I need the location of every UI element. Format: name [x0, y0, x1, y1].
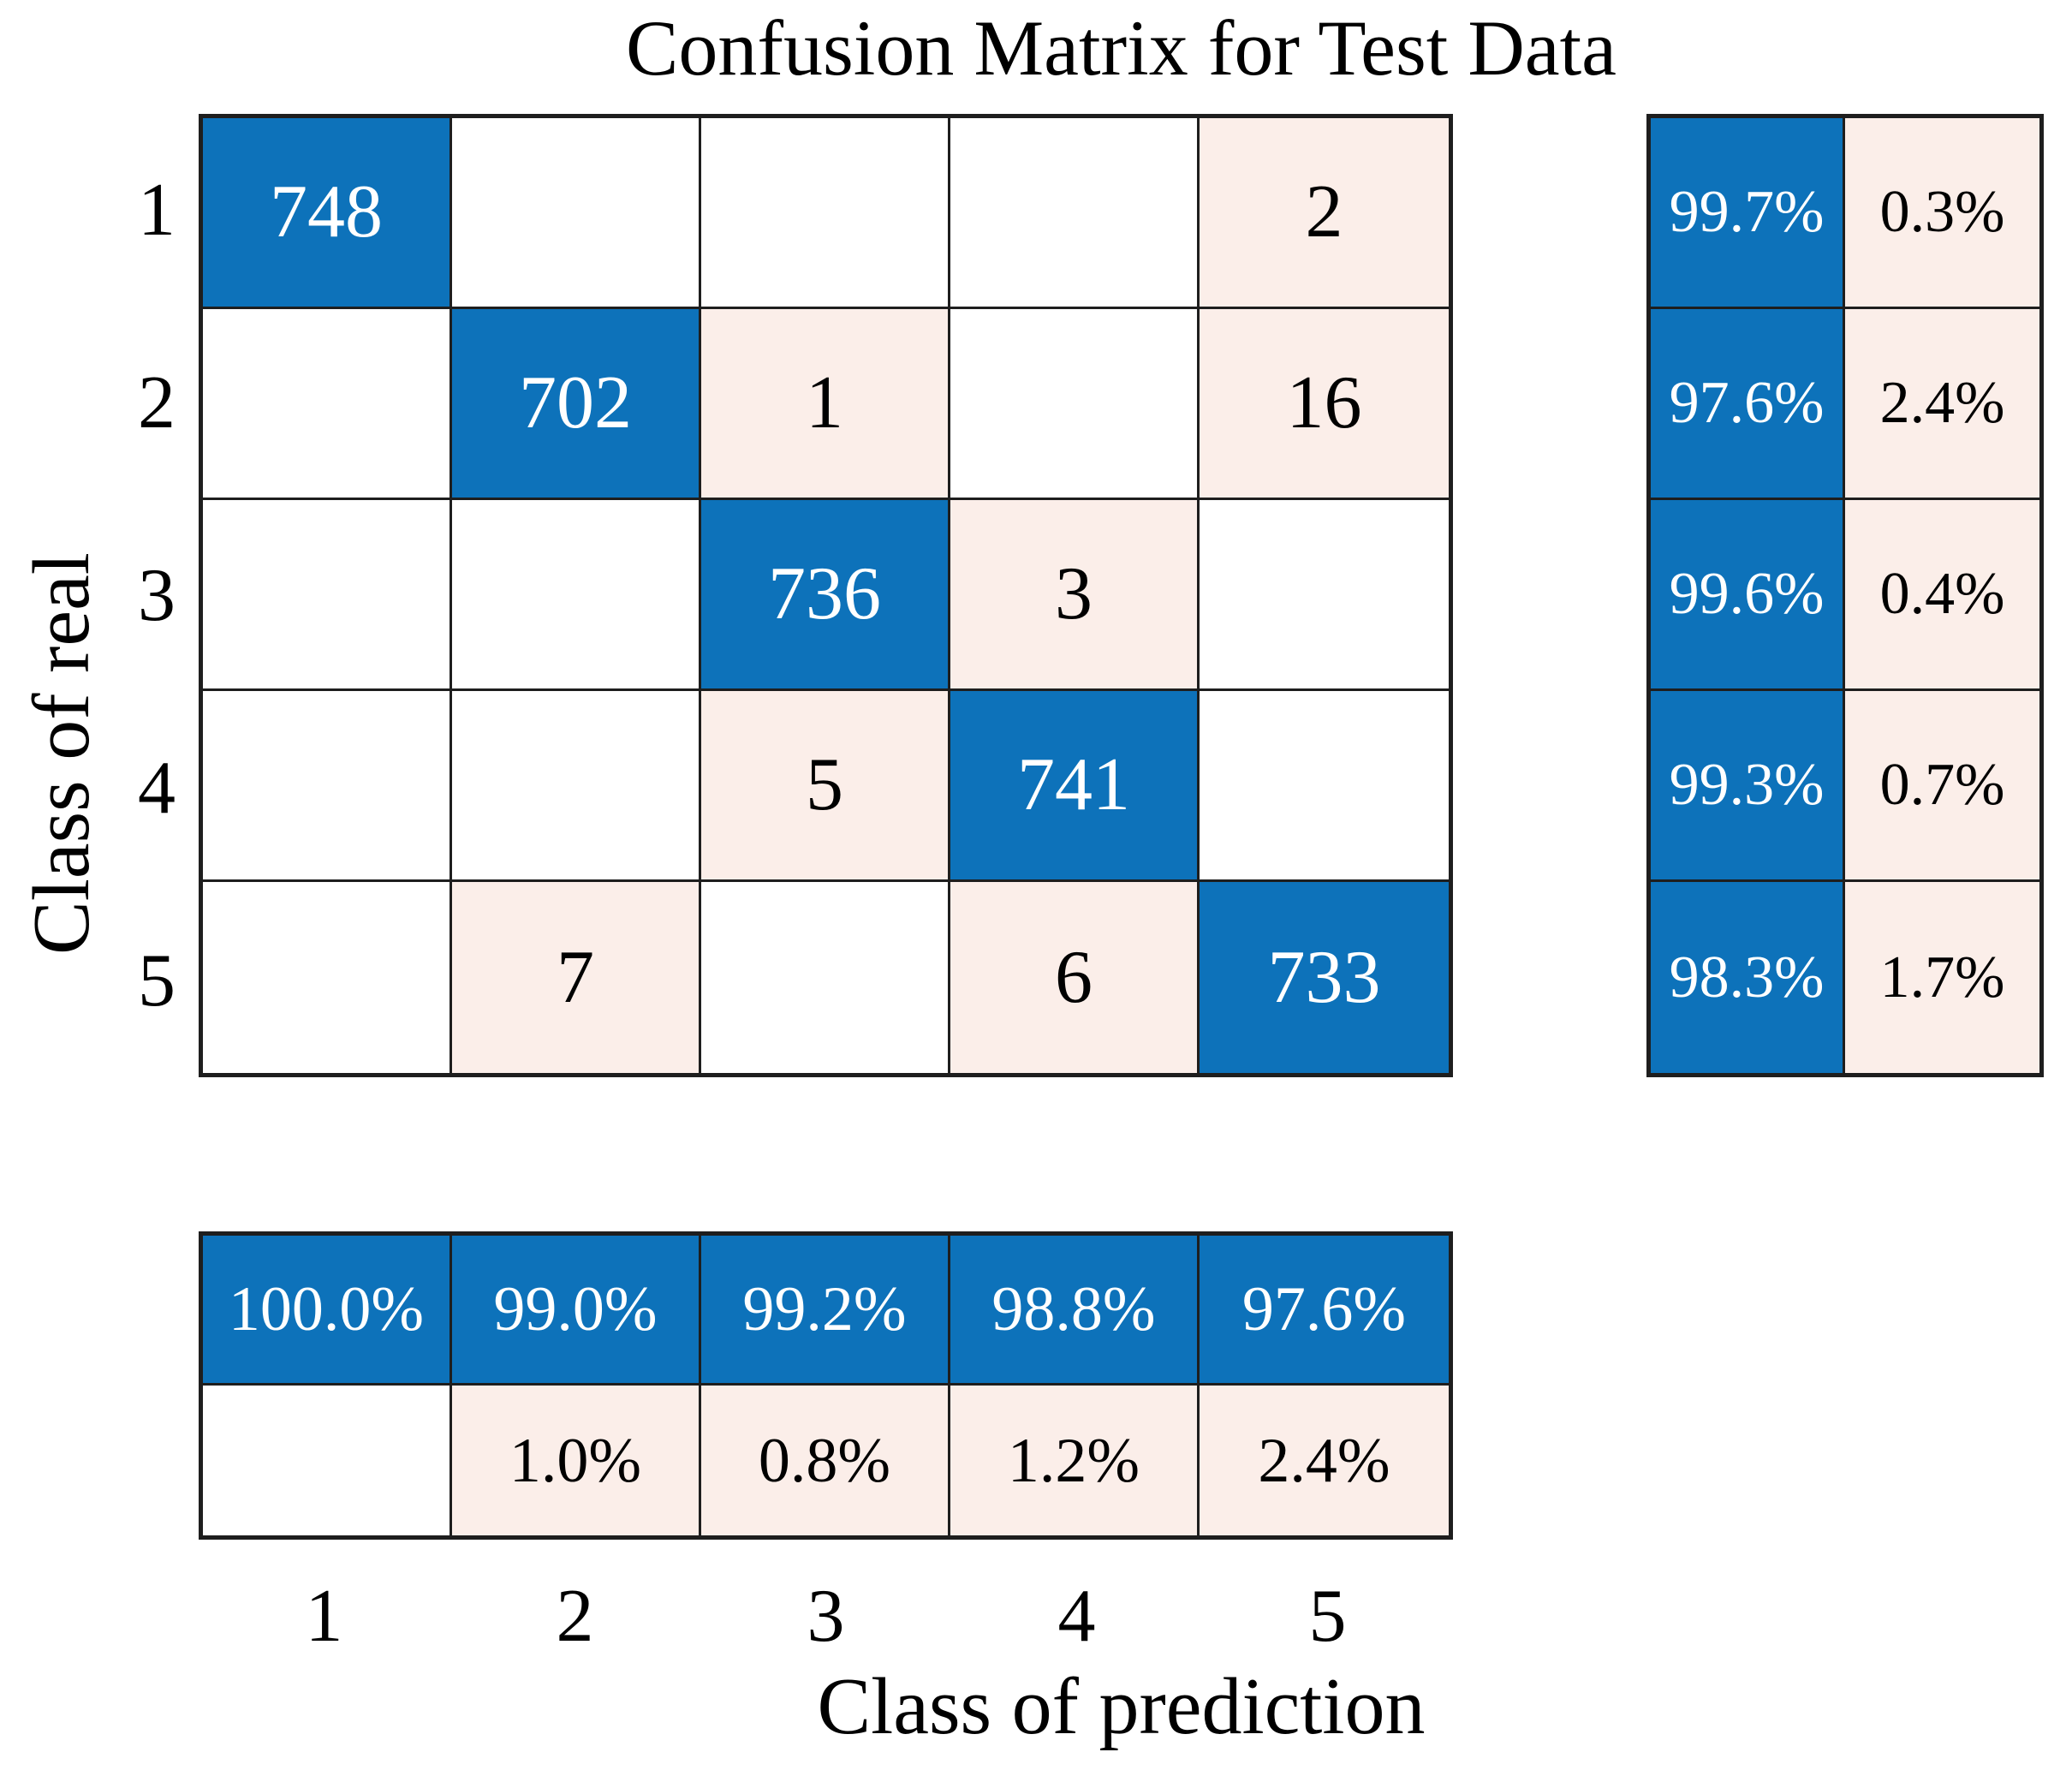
matrix-cell-r2c3-value: 1	[806, 361, 843, 444]
matrix-cell-r5c4-value: 6	[1055, 935, 1093, 1019]
col-summary-c3-correct-value: 99.2%	[742, 1274, 907, 1344]
matrix-cell-r2c5: 16	[1200, 309, 1449, 500]
col-summary-c5-error: 2.4%	[1200, 1386, 1449, 1535]
row-summary-r4-correct-value: 99.3%	[1669, 752, 1825, 818]
row-summary-r3-error: 0.4%	[1845, 500, 2039, 691]
row-summary-r2-correct: 97.6%	[1651, 309, 1845, 500]
col-summary-c3-error: 0.8%	[701, 1386, 950, 1535]
row-summary-r1-correct-value: 99.7%	[1669, 179, 1825, 245]
matrix-cell-r3c4: 3	[950, 500, 1200, 691]
matrix-cell-r1c3	[701, 118, 950, 309]
matrix-cell-r5c5-value: 733	[1267, 935, 1381, 1019]
matrix-cell-r4c3: 5	[701, 691, 950, 882]
y-tick-3: 3	[138, 553, 176, 637]
col-summary-c2-error: 1.0%	[452, 1386, 701, 1535]
x-tick-1: 1	[305, 1575, 343, 1658]
matrix-cell-r5c5: 733	[1200, 882, 1449, 1073]
row-summary-grid: 99.7% 0.3% 97.6% 2.4% 99.6% 0.4% 99.3% 0.7% 98.3…	[1646, 114, 2044, 1077]
col-summary-c4-correct: 98.8%	[950, 1236, 1200, 1386]
matrix-cell-r4c4-value: 741	[1017, 743, 1130, 826]
x-axis-label: Class of prediction	[817, 1662, 1426, 1751]
row-summary-r4-correct: 99.3%	[1651, 691, 1845, 882]
matrix-cell-r4c3-value: 5	[806, 743, 843, 826]
col-summary-c1-error	[203, 1386, 452, 1535]
matrix-cell-r4c5	[1200, 691, 1449, 882]
y-tick-5: 5	[138, 939, 176, 1022]
matrix-cell-r1c5: 2	[1200, 118, 1449, 309]
matrix-cell-r1c4	[950, 118, 1200, 309]
matrix-cell-r1c1: 748	[203, 118, 452, 309]
matrix-cell-r1c1-value: 748	[270, 170, 383, 253]
matrix-cell-r3c4-value: 3	[1055, 552, 1093, 635]
row-summary-r5-error: 1.7%	[1845, 882, 2039, 1073]
row-summary-r2-error-value: 2.4%	[1879, 370, 2005, 436]
col-summary-c3-correct: 99.2%	[701, 1236, 950, 1386]
matrix-cell-r1c5-value: 2	[1305, 170, 1343, 253]
matrix-cell-r3c2	[452, 500, 701, 691]
matrix-cell-r4c2	[452, 691, 701, 882]
row-summary-r3-correct: 99.6%	[1651, 500, 1845, 691]
matrix-cell-r4c1	[203, 691, 452, 882]
col-summary-c1-correct: 100.0%	[203, 1236, 452, 1386]
row-summary-r1-error-value: 0.3%	[1879, 179, 2005, 245]
row-summary-r4-error: 0.7%	[1845, 691, 2039, 882]
col-summary-c5-correct-value: 97.6%	[1241, 1274, 1407, 1344]
y-tick-2: 2	[138, 361, 176, 444]
confusion-matrix-grid: 748 2 702 1 16 736 3 5 741 7 6 733	[199, 114, 1453, 1077]
chart-title: Confusion Matrix for Test Data	[625, 4, 1617, 92]
matrix-cell-r3c3: 736	[701, 500, 950, 691]
col-summary-c1-correct-value: 100.0%	[228, 1274, 425, 1344]
x-tick-3: 3	[807, 1575, 845, 1658]
matrix-cell-r3c3-value: 736	[768, 552, 881, 635]
matrix-cell-r5c2: 7	[452, 882, 701, 1073]
row-summary-r4-error-value: 0.7%	[1879, 752, 2005, 818]
col-summary-c4-error-value: 1.2%	[1007, 1425, 1140, 1496]
row-summary-r2-error: 2.4%	[1845, 309, 2039, 500]
row-summary-r3-correct-value: 99.6%	[1669, 561, 1825, 627]
x-tick-2: 2	[556, 1575, 594, 1658]
matrix-cell-r2c3: 1	[701, 309, 950, 500]
row-summary-r1-correct: 99.7%	[1651, 118, 1845, 309]
x-tick-4: 4	[1057, 1575, 1096, 1658]
matrix-cell-r2c5-value: 16	[1286, 361, 1362, 444]
matrix-cell-r4c4: 741	[950, 691, 1200, 882]
col-summary-c5-correct: 97.6%	[1200, 1236, 1449, 1386]
matrix-cell-r5c1	[203, 882, 452, 1073]
col-summary-c4-correct-value: 98.8%	[991, 1274, 1156, 1344]
matrix-cell-r2c1	[203, 309, 452, 500]
matrix-cell-r5c2-value: 7	[557, 935, 594, 1019]
col-summary-c2-correct-value: 99.0%	[493, 1274, 658, 1344]
matrix-cell-r1c2	[452, 118, 701, 309]
row-summary-r5-correct-value: 98.3%	[1669, 944, 1825, 1010]
matrix-cell-r3c1	[203, 500, 452, 691]
col-summary-c2-correct: 99.0%	[452, 1236, 701, 1386]
col-summary-c3-error-value: 0.8%	[758, 1425, 891, 1496]
column-summary-grid: 100.0% 99.0% 99.2% 98.8% 97.6% 1.0% 0.8% 1.2% 2.…	[199, 1231, 1453, 1540]
row-summary-r2-correct-value: 97.6%	[1669, 370, 1825, 436]
y-tick-4: 4	[138, 746, 176, 830]
row-summary-r1-error: 0.3%	[1845, 118, 2039, 309]
y-tick-1: 1	[138, 168, 176, 252]
col-summary-c2-error-value: 1.0%	[509, 1425, 642, 1496]
matrix-cell-r3c5	[1200, 500, 1449, 691]
matrix-cell-r2c2-value: 702	[519, 361, 632, 444]
matrix-cell-r5c3	[701, 882, 950, 1073]
col-summary-c4-error: 1.2%	[950, 1386, 1200, 1535]
matrix-cell-r5c4: 6	[950, 882, 1200, 1073]
matrix-cell-r2c2: 702	[452, 309, 701, 500]
matrix-cell-r2c4	[950, 309, 1200, 500]
row-summary-r5-error-value: 1.7%	[1879, 944, 2005, 1010]
col-summary-c5-error-value: 2.4%	[1258, 1425, 1390, 1496]
row-summary-r3-error-value: 0.4%	[1879, 561, 2005, 627]
x-tick-5: 5	[1308, 1575, 1347, 1658]
row-summary-r5-correct: 98.3%	[1651, 882, 1845, 1073]
